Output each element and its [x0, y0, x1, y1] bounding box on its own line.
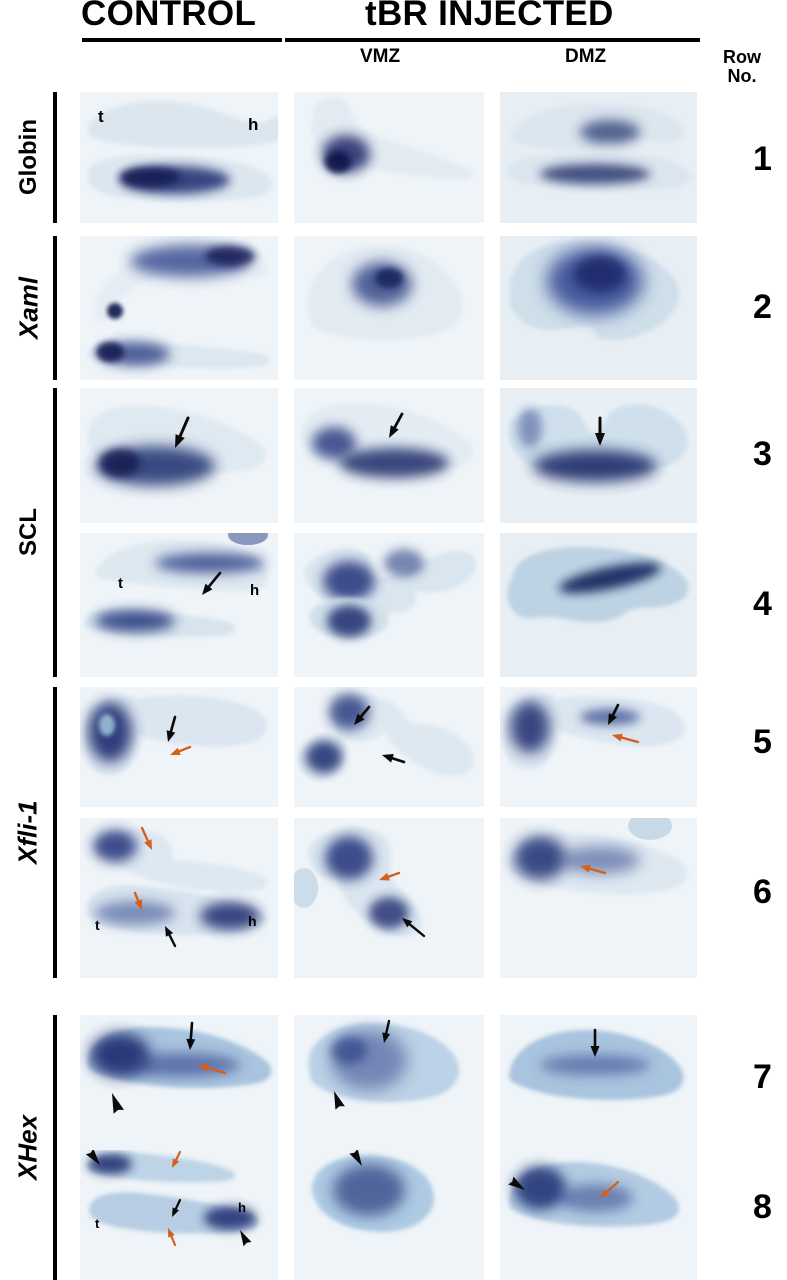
- svg-text:h: h: [248, 913, 257, 929]
- svg-text:t: t: [118, 575, 123, 592]
- svg-text:h: h: [250, 582, 259, 599]
- svg-text:t: t: [98, 107, 104, 126]
- svg-text:t: t: [95, 917, 100, 933]
- svg-text:t: t: [95, 1216, 100, 1231]
- svg-text:h: h: [238, 1200, 246, 1215]
- svg-text:h: h: [248, 115, 258, 134]
